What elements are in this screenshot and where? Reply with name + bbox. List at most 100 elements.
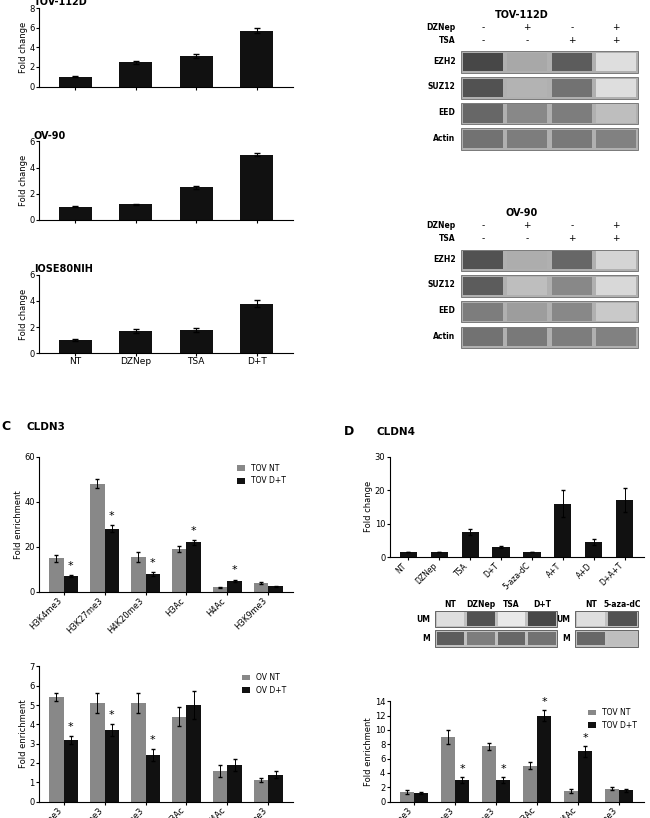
Bar: [240, 31, 274, 87]
Text: +: +: [523, 221, 531, 230]
Bar: [179, 330, 213, 353]
Bar: [131, 703, 146, 802]
Text: +: +: [568, 36, 575, 45]
Text: +: +: [568, 234, 575, 243]
Bar: [64, 576, 78, 592]
Text: *: *: [232, 565, 237, 576]
Text: DZNep: DZNep: [426, 221, 456, 230]
Text: Actin: Actin: [434, 133, 456, 142]
Text: +: +: [612, 234, 620, 243]
Bar: [187, 705, 201, 802]
Bar: [523, 552, 541, 557]
Text: M: M: [562, 634, 570, 643]
Text: D: D: [344, 425, 354, 438]
Bar: [578, 752, 592, 802]
Bar: [213, 771, 228, 802]
Bar: [467, 612, 495, 626]
Bar: [58, 207, 92, 220]
Bar: [461, 77, 638, 99]
Bar: [596, 130, 636, 148]
Bar: [400, 793, 414, 802]
Y-axis label: Fold change: Fold change: [19, 288, 28, 339]
Bar: [554, 504, 571, 557]
Bar: [596, 251, 636, 269]
Bar: [608, 631, 637, 645]
Bar: [507, 328, 547, 347]
Bar: [498, 631, 525, 645]
Bar: [608, 612, 637, 626]
Text: EZH2: EZH2: [433, 56, 456, 65]
Bar: [90, 703, 105, 802]
Legend: OV NT, OV D+T: OV NT, OV D+T: [239, 670, 289, 698]
Bar: [437, 612, 464, 626]
Bar: [105, 528, 119, 592]
Text: M: M: [422, 634, 430, 643]
Legend: TOV NT, TOV D+T: TOV NT, TOV D+T: [235, 461, 289, 488]
Bar: [461, 275, 638, 297]
Bar: [49, 697, 64, 802]
Text: *: *: [68, 721, 73, 732]
Y-axis label: Fold enrichment: Fold enrichment: [14, 490, 23, 559]
Bar: [496, 780, 510, 802]
Bar: [552, 277, 592, 295]
Text: Actin: Actin: [434, 332, 456, 341]
Text: TOV-112D: TOV-112D: [34, 0, 88, 7]
Text: TOV-112D: TOV-112D: [495, 10, 549, 20]
Bar: [179, 56, 213, 87]
Text: *: *: [460, 764, 465, 775]
Bar: [463, 303, 503, 321]
Bar: [172, 549, 187, 592]
Text: +: +: [612, 23, 620, 32]
Bar: [616, 500, 634, 557]
Text: *: *: [109, 511, 114, 521]
Text: *: *: [191, 526, 196, 536]
Text: DZNep: DZNep: [466, 600, 495, 609]
Bar: [552, 53, 592, 71]
Bar: [507, 303, 547, 321]
Text: SUZ12: SUZ12: [428, 83, 456, 92]
Bar: [119, 204, 152, 220]
Text: NT: NT: [585, 600, 597, 609]
Bar: [463, 251, 503, 269]
Text: EED: EED: [439, 108, 456, 117]
Bar: [619, 790, 633, 802]
Bar: [507, 251, 547, 269]
Bar: [119, 62, 152, 87]
Bar: [64, 739, 78, 802]
Bar: [227, 765, 242, 802]
Bar: [528, 612, 556, 626]
Text: TSA: TSA: [503, 600, 520, 609]
Text: IOSE80NIH: IOSE80NIH: [34, 264, 93, 274]
Bar: [575, 611, 638, 627]
Text: *: *: [150, 558, 155, 568]
Bar: [461, 249, 638, 271]
Bar: [146, 574, 160, 592]
Bar: [552, 251, 592, 269]
Y-axis label: Fold change: Fold change: [19, 22, 28, 73]
Bar: [187, 542, 201, 592]
Bar: [240, 155, 274, 220]
Bar: [507, 53, 547, 71]
Bar: [467, 631, 495, 645]
Bar: [596, 303, 636, 321]
Text: *: *: [68, 561, 73, 571]
Bar: [461, 128, 638, 150]
Text: *: *: [582, 733, 588, 743]
Text: +: +: [523, 23, 531, 32]
Text: SUZ12: SUZ12: [428, 281, 456, 290]
Text: CLDN4: CLDN4: [377, 426, 416, 437]
Bar: [482, 746, 496, 802]
Bar: [596, 105, 636, 123]
Bar: [507, 277, 547, 295]
Bar: [577, 631, 605, 645]
Text: -: -: [481, 221, 484, 230]
Bar: [507, 130, 547, 148]
Bar: [596, 79, 636, 97]
Bar: [254, 583, 268, 592]
Bar: [552, 79, 592, 97]
Bar: [268, 775, 283, 802]
Bar: [441, 737, 455, 802]
Text: +: +: [612, 36, 620, 45]
Bar: [564, 791, 578, 802]
Bar: [227, 581, 242, 592]
